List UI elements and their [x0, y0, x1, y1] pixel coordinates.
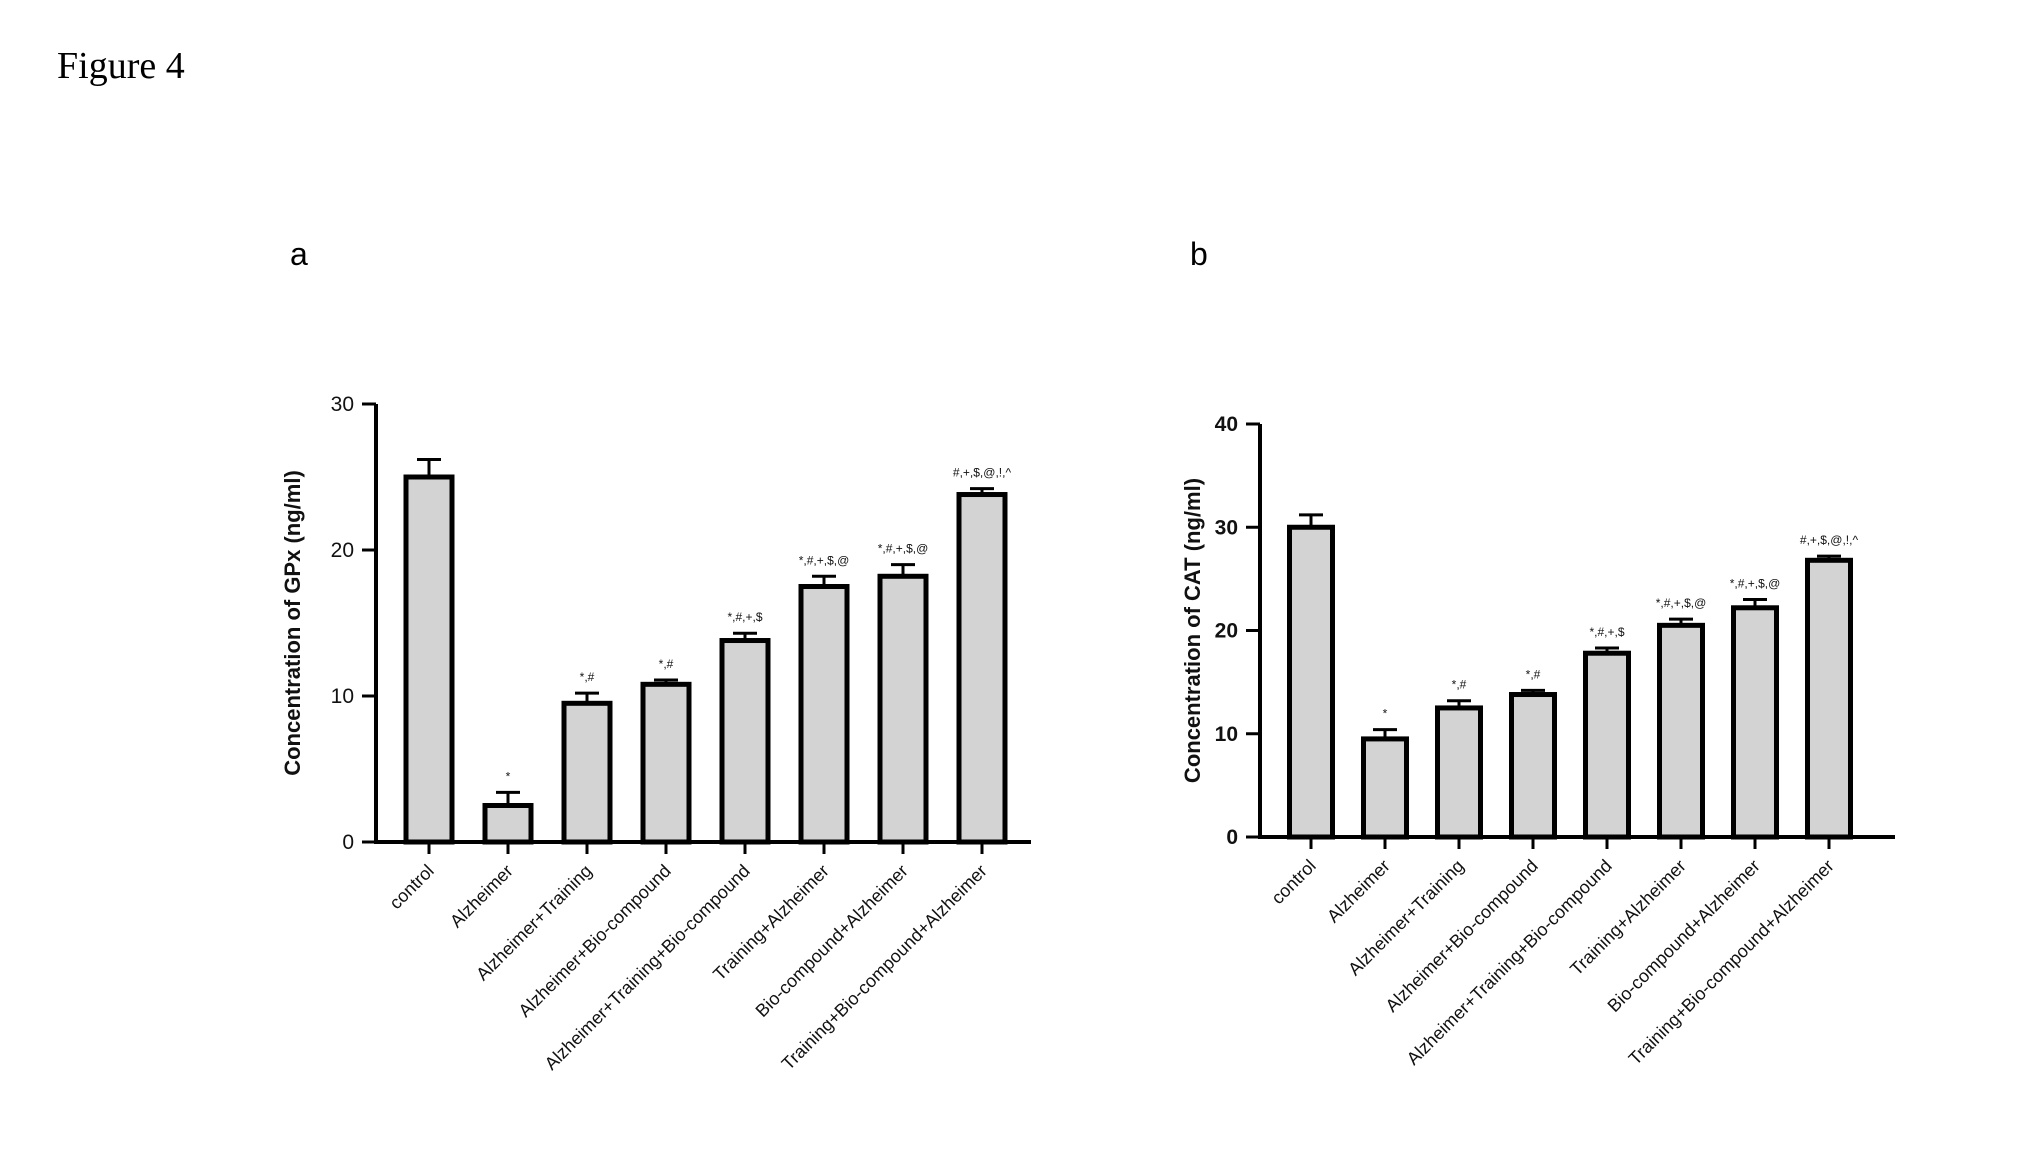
y-tick-label: 0	[1226, 826, 1238, 849]
category-label: control	[1267, 856, 1319, 908]
significance-label: *,#,+,$,@	[1656, 596, 1707, 610]
y-tick-label: 20	[331, 539, 354, 562]
bar	[1731, 605, 1779, 840]
significance-label: *,#,+,$	[1589, 625, 1624, 639]
y-tick-label: 10	[1215, 723, 1238, 746]
bar	[956, 492, 1008, 845]
y-tick-label: 0	[342, 831, 354, 854]
significance-label: *	[1383, 707, 1388, 721]
panel-label-b: b	[1190, 236, 1208, 272]
significance-label: *,#	[659, 657, 674, 671]
significance-label: *,#	[1526, 667, 1541, 681]
bar	[1361, 736, 1409, 840]
bar	[1287, 524, 1335, 840]
category-label: Alzheimer	[1323, 856, 1394, 927]
significance-label: #,+,$,@,!,^	[953, 466, 1012, 480]
significance-label: *,#,+,$,@	[878, 542, 929, 556]
significance-label: *	[506, 769, 511, 783]
bar	[1657, 622, 1705, 840]
y-tick-label: 10	[331, 685, 354, 708]
category-label: Bio-compound+Alzheimer	[1604, 856, 1764, 1016]
bar	[719, 638, 771, 845]
bar	[1805, 557, 1853, 840]
significance-label: *,#	[580, 670, 595, 684]
significance-label: *,#,+,$	[727, 610, 762, 624]
significance-label: #,+,$,@,!,^	[1800, 533, 1859, 547]
y-axis-label: Concentration of GPx (ng/ml)	[280, 470, 305, 776]
y-tick-label: 20	[1215, 620, 1238, 643]
figure-title: Figure 4	[57, 45, 185, 87]
category-label: Alzheimer+Bio-compound	[1382, 856, 1542, 1016]
y-tick-label: 30	[1215, 516, 1238, 539]
significance-label: *,#,+,$,@	[799, 553, 850, 567]
bar	[1509, 692, 1557, 840]
bar	[1583, 650, 1631, 840]
bar	[1435, 705, 1483, 840]
significance-label: *,#,+,$,@	[1730, 577, 1781, 591]
y-axis-label: Concentration of CAT (ng/ml)	[1180, 478, 1205, 783]
significance-label: *,#	[1452, 678, 1467, 692]
y-tick-label: 30	[331, 393, 354, 416]
panel-label-a: a	[290, 236, 308, 272]
y-tick-label: 40	[1215, 413, 1238, 436]
